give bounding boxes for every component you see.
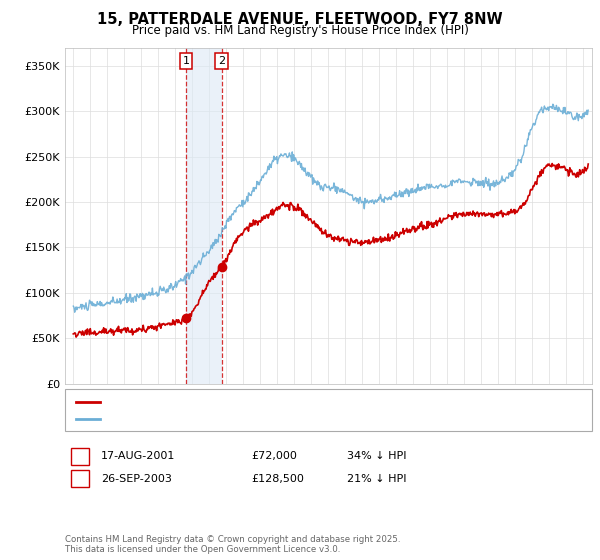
Text: 21% ↓ HPI: 21% ↓ HPI <box>347 474 406 484</box>
Text: Price paid vs. HM Land Registry's House Price Index (HPI): Price paid vs. HM Land Registry's House … <box>131 24 469 36</box>
Text: 17-AUG-2001: 17-AUG-2001 <box>101 451 175 461</box>
Text: 15, PATTERDALE AVENUE, FLEETWOOD, FY7 8NW (detached house): 15, PATTERDALE AVENUE, FLEETWOOD, FY7 8N… <box>104 396 454 407</box>
Text: 34% ↓ HPI: 34% ↓ HPI <box>347 451 406 461</box>
Text: £128,500: £128,500 <box>251 474 304 484</box>
Text: 1: 1 <box>76 451 83 461</box>
Text: HPI: Average price, detached house, Wyre: HPI: Average price, detached house, Wyre <box>104 414 323 424</box>
Text: 26-SEP-2003: 26-SEP-2003 <box>101 474 172 484</box>
Text: £72,000: £72,000 <box>251 451 296 461</box>
Text: 1: 1 <box>182 56 190 66</box>
Bar <box>186 48 222 384</box>
Text: 2: 2 <box>218 56 226 66</box>
Text: 2: 2 <box>76 474 83 484</box>
Text: 15, PATTERDALE AVENUE, FLEETWOOD, FY7 8NW: 15, PATTERDALE AVENUE, FLEETWOOD, FY7 8N… <box>97 12 503 27</box>
Text: Contains HM Land Registry data © Crown copyright and database right 2025.
This d: Contains HM Land Registry data © Crown c… <box>65 535 400 554</box>
